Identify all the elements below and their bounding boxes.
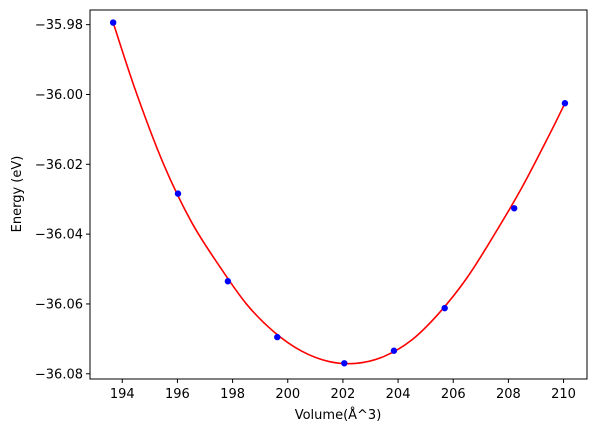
y-tick-label: −36.08 [35, 367, 83, 382]
y-tick-label: −36.04 [35, 228, 83, 243]
x-tick-label: 198 [220, 387, 245, 402]
x-tick-label: 210 [551, 387, 576, 402]
fit-curve-line [112, 22, 566, 365]
data-point [274, 333, 281, 341]
x-tick-label: 200 [275, 387, 300, 402]
y-tick-label: −36.00 [35, 88, 83, 103]
x-tick-label: 204 [386, 387, 411, 402]
x-tick-label: 208 [496, 387, 521, 402]
y-tick-label: −36.06 [35, 297, 83, 312]
plot-frame [89, 9, 588, 380]
data-point [224, 278, 232, 285]
x-tick-label: 194 [110, 387, 135, 402]
data-point [109, 19, 117, 26]
data-point [441, 304, 448, 312]
y-axis: −35.98 −36.00 −36.02 −36.04 −36.06 −36.08 [35, 18, 90, 382]
x-axis-label: Volume(Å^3) [295, 407, 382, 423]
data-point [561, 100, 569, 107]
y-tick-label: −35.98 [35, 18, 83, 33]
plot-area [109, 19, 569, 367]
data-point [174, 190, 182, 197]
data-point [510, 205, 518, 212]
x-tick-label: 206 [441, 387, 466, 402]
data-point [341, 360, 348, 367]
x-tick-label: 202 [330, 387, 355, 402]
x-tick-label: 196 [165, 387, 190, 402]
y-tick-label: −36.02 [35, 158, 83, 173]
x-axis: 194 196 198 200 202 204 206 208 210 [110, 379, 576, 402]
data-point [390, 347, 398, 354]
y-axis-label: Energy (eV) [10, 156, 25, 233]
